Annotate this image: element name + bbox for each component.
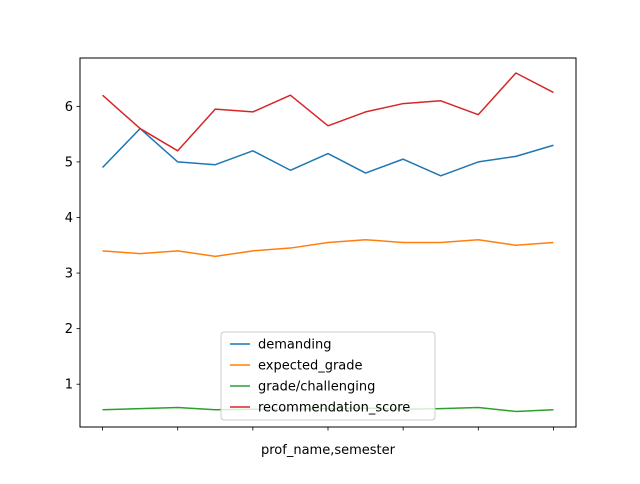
y-axis: 1 2 3 4 5 6 xyxy=(65,100,80,393)
legend-box xyxy=(220,331,436,421)
series-line-1 xyxy=(102,238,554,258)
legend-label-0: demanding xyxy=(258,338,331,353)
x-axis xyxy=(102,427,554,431)
x-axis-label: prof_name,semester xyxy=(261,443,396,458)
y-tick-label: 6 xyxy=(65,100,73,115)
y-tick-label: 4 xyxy=(65,211,73,226)
legend-label-1: expected_grade xyxy=(258,359,363,374)
y-tick-label: 2 xyxy=(65,322,73,337)
y-tick-label: 1 xyxy=(65,378,73,393)
legend-label-2: grade/challenging xyxy=(258,380,375,395)
legend: demanding expected_grade grade/challenging… xyxy=(220,331,436,421)
series-line-3 xyxy=(102,72,554,152)
y-tick-label: 5 xyxy=(65,155,73,170)
y-tick-label: 3 xyxy=(65,267,73,282)
legend-label-3: recommendation_score xyxy=(258,401,410,416)
series-line-0 xyxy=(102,127,554,177)
